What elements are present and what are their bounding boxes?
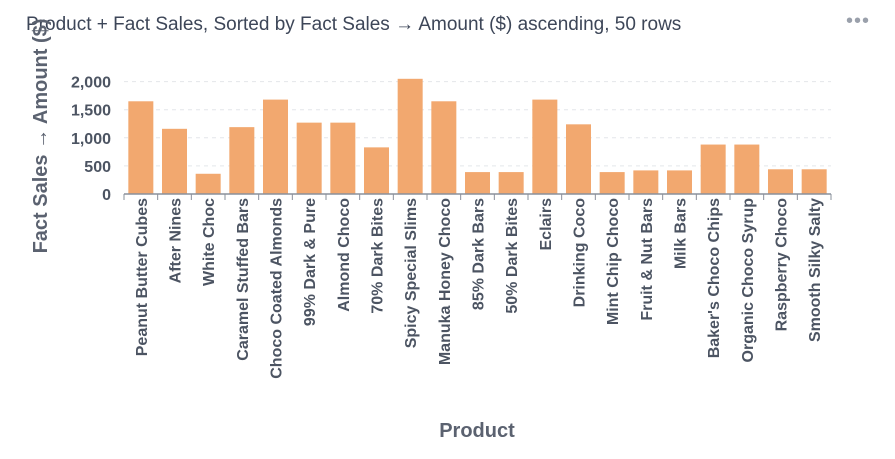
x-tick-label: 70% Dark Bites <box>370 198 387 314</box>
y-axis-label: Fact Sales → Amount ($) <box>30 19 52 254</box>
y-tick-label: 1,000 <box>71 131 111 148</box>
x-tick-label: Baker's Choco Chips <box>706 198 723 358</box>
bar[interactable] <box>700 144 726 194</box>
bar[interactable] <box>465 172 490 194</box>
bar[interactable] <box>128 101 154 194</box>
bar[interactable] <box>330 122 356 194</box>
bar[interactable] <box>599 172 625 194</box>
bar[interactable] <box>263 99 288 194</box>
y-tick-label: 2,000 <box>71 75 111 92</box>
x-tick-label: Organic Choco Syrup <box>740 198 757 363</box>
bar[interactable] <box>498 172 524 194</box>
x-tick-label: 50% Dark Bites <box>504 198 521 314</box>
x-tick-labels: Peanut Butter Cubes After Nines White Choc… <box>134 198 824 379</box>
bar[interactable] <box>734 144 760 194</box>
x-tick-label: 99% Dark & Pure <box>302 198 319 326</box>
bar[interactable] <box>229 127 255 194</box>
bar[interactable] <box>768 169 793 194</box>
y-tick-label: 500 <box>84 159 111 176</box>
x-tick-label: Manuka Honey Choco <box>437 198 454 365</box>
x-tick-label: Smooth Silky Salty <box>807 198 824 342</box>
x-tick-label: Eclairs <box>538 198 555 251</box>
x-tick-label: Caramel Stuffed Bars <box>235 198 252 361</box>
x-axis-label: Product <box>439 420 515 442</box>
x-tick-label: Raspberry Choco <box>774 198 791 332</box>
bar[interactable] <box>162 128 187 194</box>
x-tick-label: Mint Chip Choco <box>605 198 622 325</box>
bar[interactable] <box>801 169 827 194</box>
bar[interactable] <box>566 124 591 194</box>
gridlines <box>124 81 831 167</box>
y-tick-label: 0 <box>102 187 111 204</box>
y-tick-labels: 0 500 1,000 1,500 2,000 <box>71 75 111 204</box>
bar[interactable] <box>667 170 692 194</box>
x-tick-label: Drinking Coco <box>572 198 589 308</box>
bar[interactable] <box>296 122 322 194</box>
more-horizontal-icon[interactable]: ••• <box>846 10 871 32</box>
x-tick-label: Milk Bars <box>673 198 690 269</box>
x-tick-label: 85% Dark Bars <box>471 198 488 310</box>
axes <box>123 193 832 200</box>
x-tick-label: White Choc <box>201 198 218 286</box>
bar[interactable] <box>397 78 423 194</box>
x-tick-label: Almond Choco <box>336 198 353 312</box>
x-tick-label: Spicy Special Slims <box>403 198 420 348</box>
bar[interactable] <box>633 170 659 194</box>
x-tick-label: Choco Coated Almonds <box>269 198 286 379</box>
x-tick-label: Peanut Butter Cubes <box>134 198 151 356</box>
bar[interactable] <box>532 99 558 194</box>
bar[interactable] <box>364 147 389 194</box>
bar[interactable] <box>195 173 221 194</box>
x-tick-label: After Nines <box>168 198 185 283</box>
chart-title: Product + Fact Sales, Sorted by Fact Sal… <box>26 14 682 35</box>
bar[interactable] <box>431 101 457 194</box>
y-tick-label: 1,500 <box>71 103 111 120</box>
x-tick-label: Fruit & Nut Bars <box>639 198 656 321</box>
bars <box>128 78 827 194</box>
